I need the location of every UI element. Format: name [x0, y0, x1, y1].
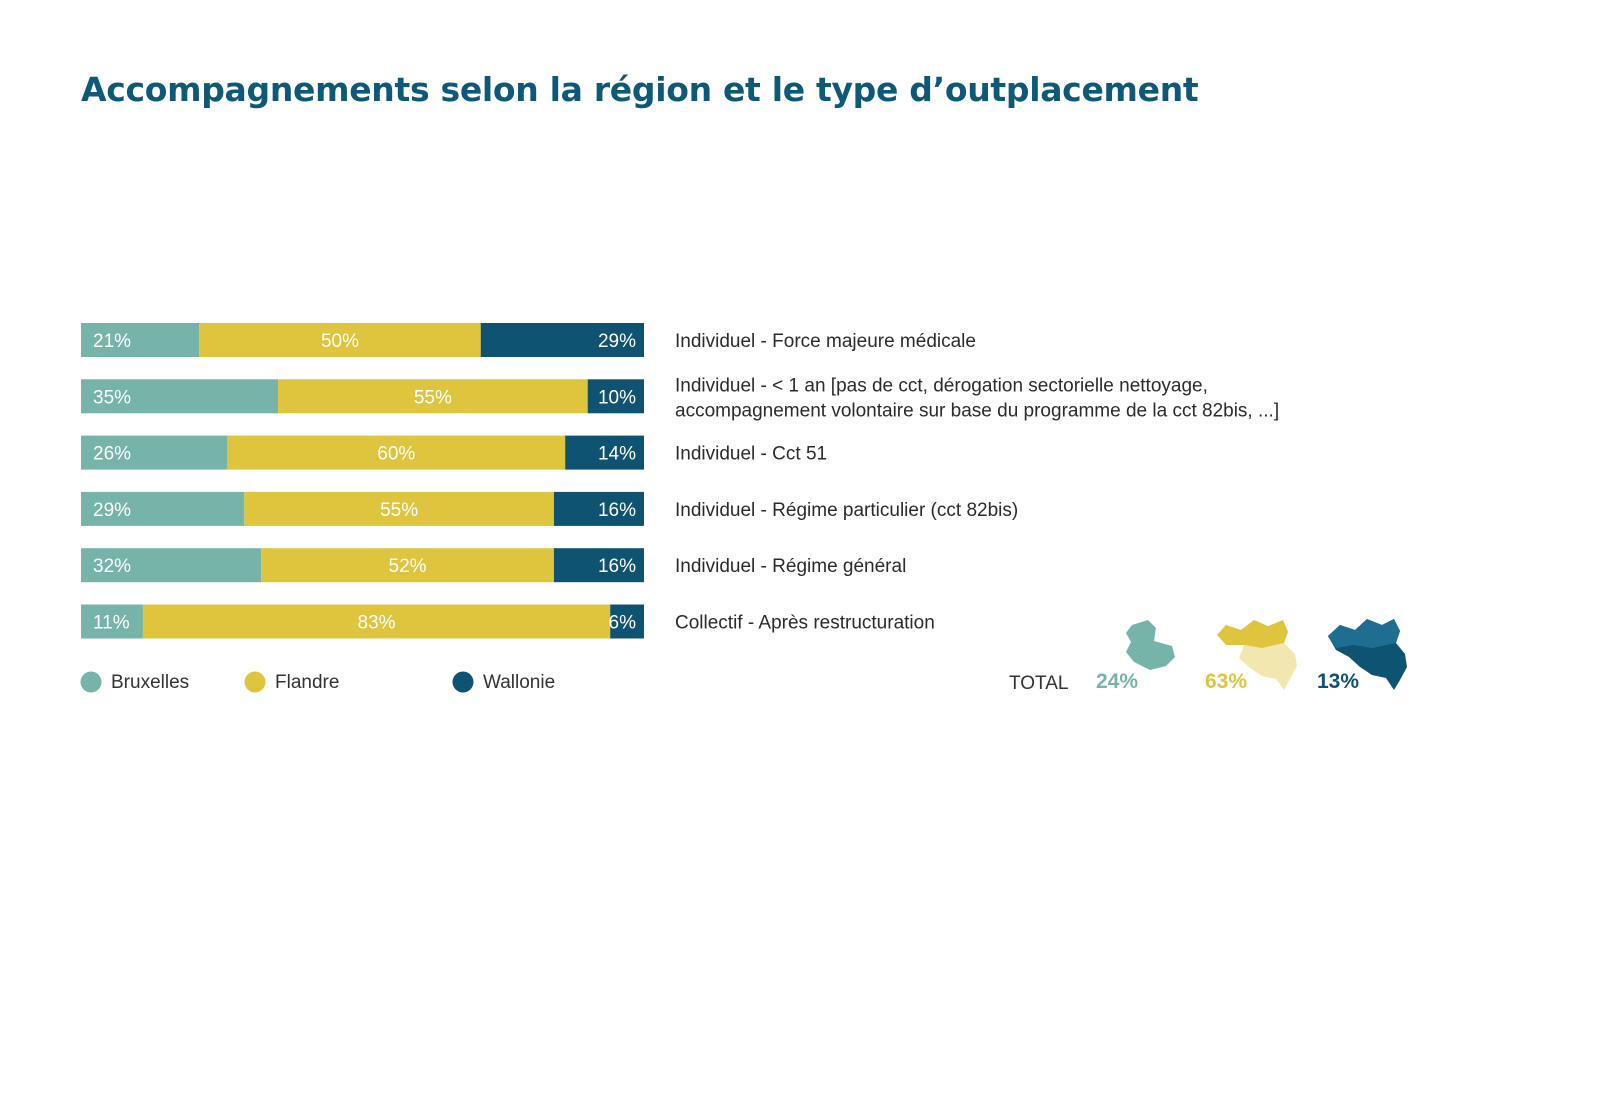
legend-label-flandre: Flandre	[275, 672, 339, 693]
bars-group: 21% 50% 29% 35% 55% 10% 26% 60% 14% 29% 55% 16% 32% 5…	[81, 323, 644, 639]
data-label: 21%	[93, 331, 131, 352]
data-label: 29%	[598, 331, 636, 352]
legend-marker-flandre	[244, 671, 266, 693]
data-label: 35%	[93, 387, 131, 408]
bar-segment-bruxelles	[81, 435, 228, 470]
bar-segment-bruxelles	[81, 548, 262, 583]
bar-segment-bruxelles	[81, 379, 279, 414]
belgium-south-icon	[1239, 643, 1297, 690]
bar-segment-bruxelles	[81, 604, 143, 639]
data-label: 83%	[358, 613, 396, 634]
bar-segment-wallonie	[480, 323, 644, 357]
bar-segment-bruxelles	[81, 491, 245, 526]
legend-marker-bruxelles	[80, 671, 102, 693]
data-label: 55%	[380, 500, 418, 521]
bar-segment-flandre	[261, 548, 554, 583]
bar-segment-wallonie	[553, 491, 644, 526]
bar-segment-flandre	[244, 491, 554, 526]
data-label: 55%	[414, 387, 452, 408]
bar-segment-flandre	[199, 323, 481, 357]
category-labels: Individuel - Force majeure médicale Indiv…	[675, 331, 1279, 634]
category-label: Individuel - < 1 an [pas de cct, dérogat…	[675, 375, 1279, 421]
bar-segment-wallonie	[565, 435, 644, 470]
data-label: 11%	[93, 613, 130, 634]
legend: Bruxelles Flandre Wallonie	[80, 671, 555, 693]
data-label: 16%	[598, 500, 636, 521]
bar-segment-flandre	[278, 379, 588, 414]
total-label: TOTAL	[1009, 673, 1068, 694]
total-value-bruxelles: 24%	[1096, 670, 1138, 693]
category-label: Individuel - Régime particulier (cct 82b…	[675, 500, 1018, 521]
data-label: 52%	[389, 556, 427, 577]
bar-segment-flandre	[142, 604, 611, 639]
category-label: Individuel - Régime général	[675, 556, 906, 577]
category-label: Individuel - Force majeure médicale	[675, 331, 976, 352]
bar-segment-wallonie	[553, 548, 644, 583]
data-label: 10%	[598, 387, 636, 408]
chart-title: Accompagnements selon la région et le ty…	[81, 70, 1199, 109]
legend-label-wallonie: Wallonie	[483, 672, 555, 693]
total-panel: TOTAL 24% 63% 13%	[1009, 619, 1407, 694]
category-label: Individuel - Cct 51	[675, 444, 827, 465]
total-value-wallonie: 13%	[1317, 670, 1359, 693]
bar-segment-wallonie	[587, 379, 644, 414]
data-label: 60%	[377, 444, 415, 465]
data-label: 16%	[598, 556, 636, 577]
flanders-map-icon	[1217, 620, 1288, 648]
data-label: 6%	[609, 613, 637, 634]
total-value-flandre: 63%	[1205, 670, 1247, 693]
brussels-map-icon	[1126, 620, 1175, 670]
data-label: 29%	[93, 500, 131, 521]
bar-segment-flandre	[227, 435, 566, 470]
belgium-north-icon	[1328, 619, 1400, 648]
legend-label-bruxelles: Bruxelles	[111, 672, 189, 693]
legend-marker-wallonie	[452, 671, 474, 693]
bar-segment-bruxelles	[81, 323, 200, 357]
data-label: 26%	[93, 444, 131, 465]
category-label: Collectif - Après restructuration	[675, 613, 935, 634]
data-label: 50%	[321, 331, 359, 352]
data-label: 32%	[93, 556, 131, 577]
data-label: 14%	[598, 444, 636, 465]
bar-segment-wallonie	[610, 604, 644, 639]
